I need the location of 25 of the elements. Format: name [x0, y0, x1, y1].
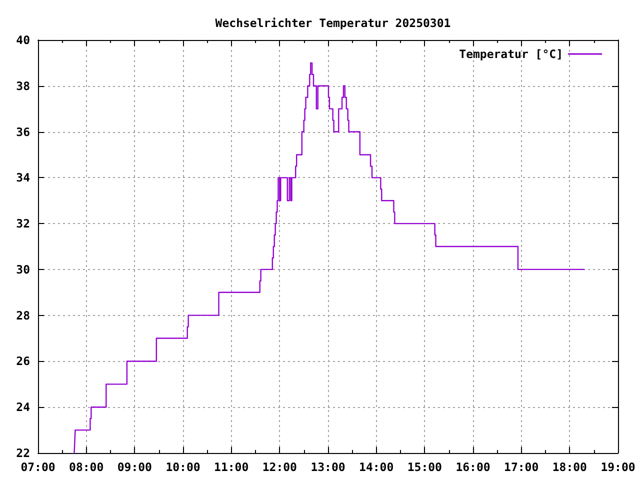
y-tick-label: 38	[16, 78, 30, 93]
chart-title: Wechselrichter Temperatur 20250301	[215, 16, 451, 30]
x-tick-label: 17:00	[504, 460, 539, 474]
y-tick-label: 22	[16, 446, 30, 460]
y-tick-label: 32	[16, 216, 30, 231]
x-tick-label: 11:00	[214, 460, 249, 474]
y-tick-label: 24	[16, 400, 30, 414]
y-tick-label: 30	[16, 262, 30, 276]
y-tick-label: 34	[16, 170, 30, 185]
y-tick-label: 36	[16, 124, 30, 139]
x-tick-label: 16:00	[456, 460, 490, 474]
x-tick-label: 12:00	[262, 460, 298, 474]
x-tick-label: 13:00	[310, 460, 346, 474]
y-tick-label: 40	[16, 33, 30, 47]
x-tick-label: 19:00	[600, 460, 636, 474]
y-tick-label: 26	[16, 354, 30, 368]
x-tick-label: 09:00	[117, 460, 152, 474]
x-tick-label: 07:00	[20, 460, 56, 474]
y-tick-label: 28	[16, 308, 30, 322]
x-tick-label: 14:00	[359, 460, 394, 474]
legend-label: Temperatur [°C]	[459, 47, 563, 61]
x-tick-label: 08:00	[69, 460, 104, 474]
x-tick-label: 10:00	[166, 460, 200, 474]
x-tick-label: 18:00	[552, 460, 588, 474]
x-tick-label: 15:00	[407, 460, 442, 474]
